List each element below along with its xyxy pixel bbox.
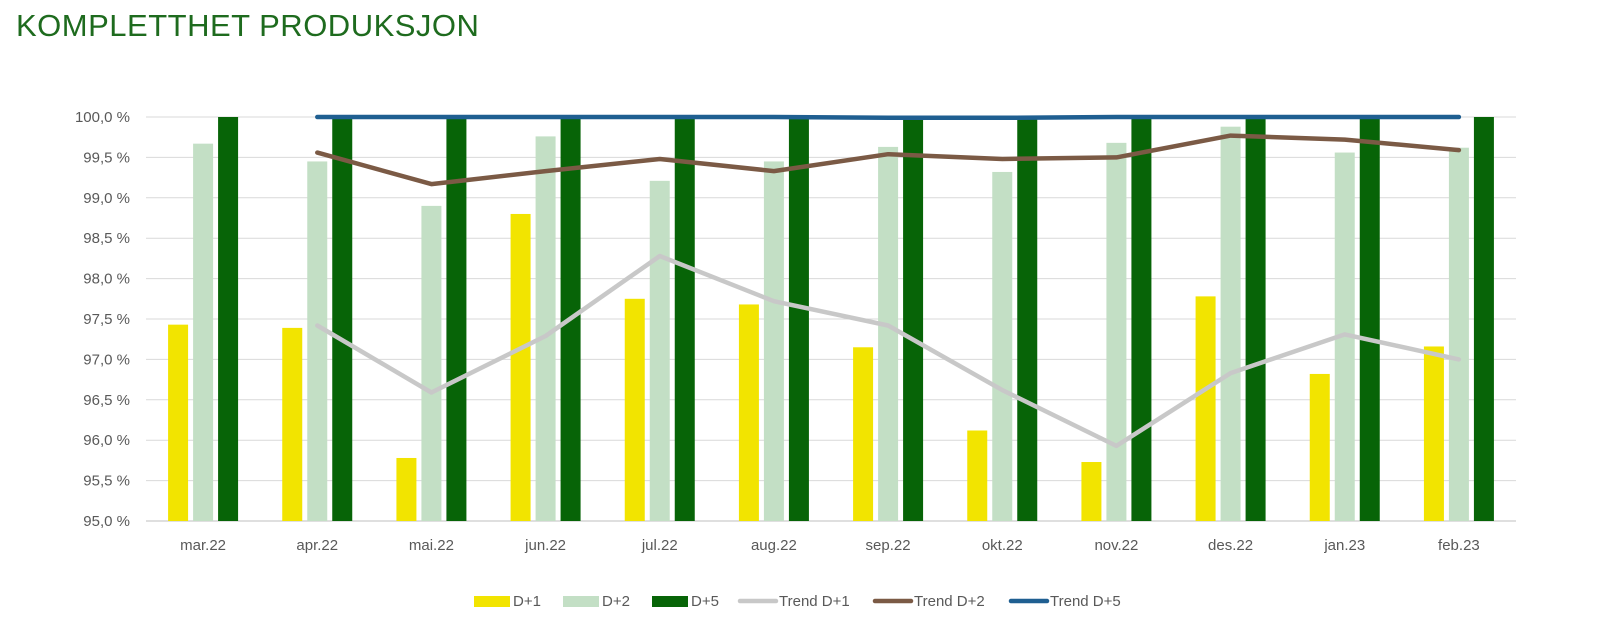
bar-d-2 (1448, 147, 1469, 522)
legend: D+1 D+2 D+5 Trend D+1 Trend D+2 Trend D+5 (474, 593, 1121, 610)
y-tick-label: 95,5 % (83, 473, 130, 490)
x-tick-label: sep.22 (866, 537, 911, 554)
bar-d-5 (218, 117, 239, 521)
bar-d-2 (421, 205, 442, 521)
bar-d-1 (1423, 346, 1444, 521)
y-tick-label: 95,0 % (83, 513, 130, 530)
bar-d-2 (649, 180, 670, 521)
bar-d-1 (1081, 462, 1102, 521)
y-tick-label: 99,0 % (83, 190, 130, 207)
legend-swatch-d-1 (474, 596, 510, 607)
bar-d-2 (878, 146, 899, 521)
bar-d-2 (1106, 142, 1127, 521)
legend-label-trend-d-1: Trend D+1 (779, 593, 850, 610)
bar-d-5 (674, 117, 695, 521)
bar-d-1 (624, 298, 645, 521)
bar-d-1 (1309, 373, 1330, 521)
x-tick-label: okt.22 (982, 537, 1023, 554)
bar-d-5 (1245, 117, 1266, 521)
bar-d-5 (1359, 117, 1380, 521)
legend-label-d-1: D+1 (513, 593, 541, 610)
legend-swatch-d-5 (652, 596, 688, 607)
legend-label-trend-d-5: Trend D+5 (1050, 593, 1121, 610)
bar-d-5 (1131, 117, 1152, 521)
y-tick-label: 97,0 % (83, 351, 130, 368)
legend-label-d-5: D+5 (691, 593, 719, 610)
bar-d-5 (788, 117, 809, 521)
y-tick-label: 99,5 % (83, 149, 130, 166)
chart-title: KOMPLETTHET PRODUKSJON (16, 8, 480, 43)
bar-d-1 (738, 304, 759, 521)
y-tick-label: 97,5 % (83, 311, 130, 328)
line-trend-d-2 (315, 133, 1462, 187)
line-trend-d-5 (315, 114, 1462, 121)
bar-d-5 (332, 117, 353, 521)
bar-d-2 (307, 161, 328, 521)
bar-d-1 (853, 347, 874, 521)
bar-d-1 (510, 213, 531, 521)
bar-d-2 (763, 161, 784, 521)
bar-d-1 (168, 324, 189, 521)
bar-d-2 (1220, 126, 1241, 522)
x-axis: mar.22 apr.22 mai.22 jun.22 jul.22 aug.22 sep.… (180, 537, 1480, 554)
bar-d-1 (1195, 296, 1216, 521)
x-tick-label: apr.22 (296, 537, 338, 554)
bar-d-5 (1017, 117, 1038, 521)
bar-d-5 (903, 117, 924, 521)
y-tick-label: 98,5 % (83, 230, 130, 247)
line-trend-d-1 (315, 253, 1462, 449)
x-tick-label: feb.23 (1438, 537, 1480, 554)
x-tick-label: des.22 (1208, 537, 1253, 554)
bar-d-1 (282, 327, 303, 521)
legend-label-d-2: D+2 (602, 593, 630, 610)
x-tick-label: aug.22 (751, 537, 797, 554)
y-axis: 95,0 % 95,5 % 96,0 % 96,5 % 97,0 % 97,5 % 98,0… (75, 109, 130, 530)
bars (168, 117, 1494, 522)
x-tick-label: jul.22 (641, 537, 678, 554)
y-tick-label: 98,0 % (83, 271, 130, 288)
x-tick-label: jun.22 (524, 537, 566, 554)
x-tick-label: nov.22 (1094, 537, 1138, 554)
bar-d-1 (396, 457, 417, 521)
x-tick-label: jan.23 (1323, 537, 1365, 554)
trend-lines (315, 114, 1462, 449)
legend-swatch-d-2 (563, 596, 599, 607)
y-tick-label: 96,5 % (83, 392, 130, 409)
x-tick-label: mar.22 (180, 537, 226, 554)
bar-d-1 (967, 430, 988, 521)
y-tick-label: 96,0 % (83, 432, 130, 449)
bar-d-5 (446, 117, 467, 521)
bar-d-5 (1473, 117, 1494, 521)
bar-d-2 (193, 143, 214, 521)
y-tick-label: 100,0 % (75, 109, 130, 126)
x-tick-label: mai.22 (409, 537, 454, 554)
bar-d-2 (992, 171, 1013, 521)
bar-d-2 (535, 136, 556, 521)
legend-label-trend-d-2: Trend D+2 (914, 593, 985, 610)
